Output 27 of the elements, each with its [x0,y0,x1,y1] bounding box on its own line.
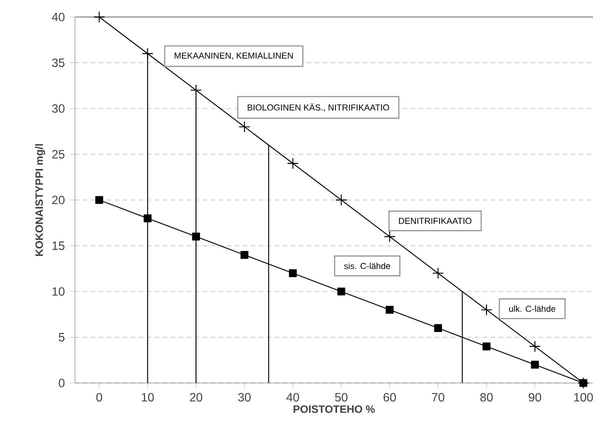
x-tick-label: 90 [528,393,542,402]
y-tick-label: 5 [58,333,64,342]
annotation: MEKAANINEN, KEMIALLINEN [174,52,293,60]
x-tick-label: 60 [384,393,396,402]
y-axis-title: KOKONAISTYPPI mg/l [35,144,46,256]
x-tick-label: 50 [335,393,348,402]
x-tick-label: 20 [190,393,202,402]
y-tick-label: 10 [52,287,64,296]
x-tick-label: 30 [238,393,251,402]
y-tick-label: 20 [52,196,64,204]
y-tick-label: 30 [52,104,64,113]
x-tick-label: 0 [96,393,102,402]
y-tick-label: 25 [52,150,64,159]
y-tick-label: 0 [58,378,64,388]
x-tick-label: 100 [574,393,593,402]
x-tick-label: 80 [480,393,493,402]
y-tick-label: 15 [52,242,64,250]
annotation: BIOLOGINEN KÄS., NITRIFIKAATIO [248,103,390,112]
y-tick-label: 35 [52,58,64,68]
annotation: sis. C-lähde [344,262,390,270]
x-tick-label: 10 [142,393,154,402]
y-tick-label: 40 [52,12,64,22]
x-axis-title: POISTOTEHO % [294,405,375,413]
x-tick-label: 70 [432,393,444,402]
annotation: ulk. C-lähde [509,306,556,312]
x-tick-label: 40 [286,393,300,402]
annotation: DENITRIFIKAATIO [399,218,472,224]
